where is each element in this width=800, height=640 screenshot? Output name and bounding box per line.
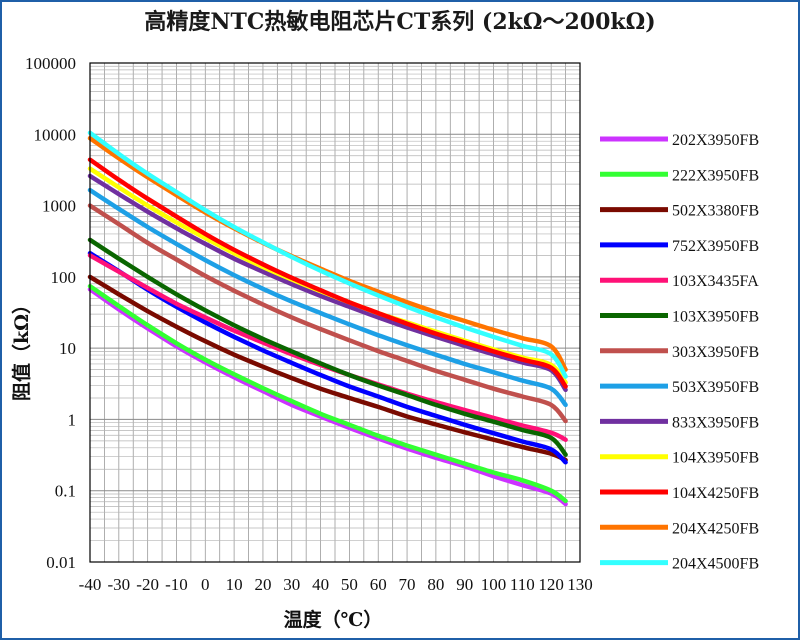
x-tick-label: 90 <box>456 575 473 594</box>
legend-label-204X4250FB: 204X4250FB <box>672 520 759 537</box>
legend-label-104X4250FB: 104X4250FB <box>672 485 759 502</box>
x-tick-label: -30 <box>107 575 130 594</box>
x-tick-label: 100 <box>481 575 507 594</box>
x-tick-label: -40 <box>79 575 102 594</box>
x-tick-label: 60 <box>370 575 387 594</box>
series-line-222X3950FB <box>87 283 568 504</box>
legend-label-752X3950FB: 752X3950FB <box>672 238 759 255</box>
series-lines <box>87 130 568 507</box>
x-tick-label: 20 <box>254 575 271 594</box>
series-line-204X4500FB <box>87 130 568 379</box>
x-tick-label: 40 <box>312 575 329 594</box>
y-tick-label: 10 <box>59 339 76 358</box>
legend-label-103X3950FB: 103X3950FB <box>672 309 759 326</box>
x-tick-label: 30 <box>283 575 300 594</box>
legend-label-303X3950FB: 303X3950FB <box>672 344 759 361</box>
y-tick-label: 1000 <box>42 197 76 216</box>
y-tick-label: 100 <box>51 268 77 287</box>
axis-tick-labels: -40 -30 -20 -10 0 10 20 30 40 50 60 70 80 90 100 110 120… <box>25 54 593 594</box>
x-axis-title: 温度（℃） <box>284 608 383 631</box>
legend: 202X3950FB 222X3950FB 502X3380FB 752X3950FB… <box>600 132 759 573</box>
series-line-502X3380FB <box>87 274 568 463</box>
series-line-752X3950FB <box>87 250 568 465</box>
x-tick-label: 0 <box>201 575 210 594</box>
series-line-104X4250FB <box>87 157 568 389</box>
x-tick-label: 80 <box>427 575 444 594</box>
series-line-202X3950FB <box>87 287 568 507</box>
series-line-833X3950FB <box>87 173 568 393</box>
y-tick-label: 10000 <box>34 125 77 144</box>
legend-label-103X3435FA: 103X3435FA <box>672 273 759 290</box>
x-tick-label: 120 <box>538 575 564 594</box>
x-tick-label: 50 <box>341 575 358 594</box>
legend-label-204X4500FB: 204X4500FB <box>672 556 759 573</box>
x-tick-label: 110 <box>510 575 535 594</box>
plot-area-border <box>89 62 581 563</box>
legend-label-502X3380FB: 502X3380FB <box>672 203 759 220</box>
y-tick-label: 0.1 <box>55 482 76 501</box>
legend-label-833X3950FB: 833X3950FB <box>672 414 759 431</box>
legend-label-503X3950FB: 503X3950FB <box>672 379 759 396</box>
y-tick-label: 100000 <box>25 54 76 73</box>
x-tick-label: 10 <box>226 575 243 594</box>
y-tick-label: 0.01 <box>46 553 76 572</box>
x-tick-label: -10 <box>165 575 188 594</box>
series-line-303X3950FB <box>87 203 568 424</box>
legend-label-202X3950FB: 202X3950FB <box>672 132 759 149</box>
y-tick-label: 1 <box>68 410 77 429</box>
chart-title: 高精度NTC热敏电阻芯片CT系列 (2kΩ～200kΩ) <box>144 9 655 35</box>
x-tick-label: 70 <box>399 575 416 594</box>
x-tick-label: 130 <box>567 575 593 594</box>
x-tick-label: -20 <box>136 575 159 594</box>
legend-label-222X3950FB: 222X3950FB <box>672 167 759 184</box>
grid <box>89 63 581 563</box>
series-line-503X3950FB <box>87 187 568 408</box>
y-axis-title: 阻值（kΩ） <box>10 295 33 401</box>
series-line-103X3950FB <box>87 237 568 457</box>
legend-label-104X3950FB: 104X3950FB <box>672 450 759 467</box>
